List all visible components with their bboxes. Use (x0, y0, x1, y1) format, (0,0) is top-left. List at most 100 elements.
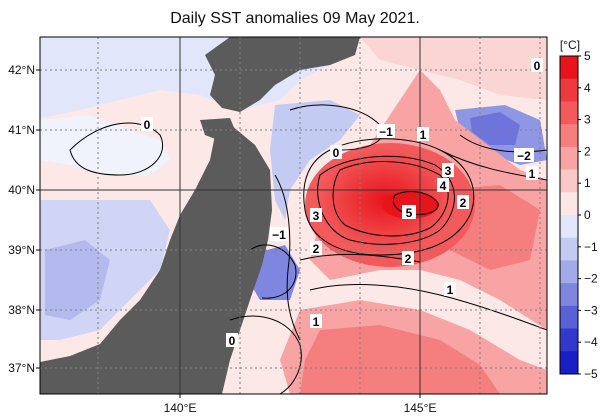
contour-0-west (69, 122, 163, 176)
colorbar-tick-label: −5 (584, 367, 598, 381)
contour-label: −2 (514, 148, 534, 163)
contour-label: 5 (402, 205, 416, 220)
colorbar-tick-label: 1 (584, 176, 591, 190)
colorbar-tick-label: −1 (584, 240, 598, 254)
contour-label: 1 (526, 166, 538, 181)
svg-text:4: 4 (440, 179, 447, 193)
contour-label: 3 (442, 163, 454, 178)
contour-label: 0 (531, 58, 543, 73)
contour-lines (69, 104, 547, 394)
lat-label: 42°N (8, 63, 35, 77)
colorbar-tick-label: −3 (584, 303, 598, 317)
colorbar-swatch (560, 78, 578, 102)
svg-text:3: 3 (313, 209, 320, 223)
axis-ticks (36, 69, 421, 398)
contour-minus2 (459, 134, 547, 153)
colorbar-unit: [°C] (560, 38, 580, 52)
contour-label: −1 (270, 227, 288, 242)
cool-region-northeast (360, 37, 547, 100)
colorbar-swatch (560, 124, 578, 148)
colorbar-swatch (560, 169, 578, 193)
contour-label: 2 (457, 195, 469, 210)
sst-field: 0 0 0 0 −1 1 3 4 −2 1 5 2 3 −1 2 2 1 1 (40, 37, 547, 394)
cool-region-west (40, 115, 170, 175)
svg-text:1: 1 (529, 167, 536, 181)
contour-1-south (309, 284, 547, 331)
colorbar-tick-label: 2 (584, 144, 591, 158)
lon-label: 140°E (164, 401, 197, 415)
colorbar-tick-label: 5 (584, 49, 591, 63)
colorbar-tick-label: 0 (584, 208, 591, 222)
cool-patch-southwest (45, 240, 110, 320)
land-tsugaru (200, 118, 235, 140)
svg-text:−1: −1 (379, 125, 393, 139)
warm-region-south-core (300, 325, 500, 394)
svg-text:−1: −1 (272, 228, 286, 242)
lat-label: 37°N (8, 361, 35, 375)
contour-label: 1 (417, 127, 429, 142)
colorbar-ticks: 5 4 3 2 1 0 −1 −2 −3 −4 −5 (578, 49, 598, 381)
svg-text:5: 5 (406, 206, 413, 220)
cool-region-north-center (270, 100, 360, 220)
longitude-labels: 140°E 145°E (164, 401, 437, 415)
colorbar-swatch (560, 101, 578, 125)
lat-label: 41°N (8, 123, 35, 137)
contour-label: 1 (444, 282, 456, 297)
colorbar-swatch (560, 283, 578, 307)
contour-label: 0 (141, 117, 153, 132)
svg-text:0: 0 (333, 146, 340, 160)
svg-text:1: 1 (447, 283, 454, 297)
contour-5 (393, 191, 439, 215)
contour-label-group: 0 0 0 0 −1 1 3 4 −2 1 5 2 3 −1 2 2 1 1 (141, 58, 543, 348)
contour-4 (332, 161, 449, 237)
contour-label: 4 (437, 178, 449, 193)
contour-coast (274, 174, 301, 341)
colorbar-swatches (560, 56, 578, 375)
colorbar-swatch (560, 305, 578, 330)
svg-text:0: 0 (229, 334, 236, 348)
colorbar: [°C] 5 4 3 2 1 0 −1 −2 −3 −4 −5 (559, 38, 598, 381)
map-frame (39, 36, 548, 395)
colorbar-swatch (560, 260, 578, 284)
svg-text:2: 2 (405, 252, 412, 266)
svg-text:1: 1 (313, 315, 320, 329)
latitude-labels: 42°N 41°N 40°N 39°N 38°N 37°N (8, 63, 35, 375)
contour-label: −1 (377, 124, 395, 139)
lat-label: 38°N (8, 303, 35, 317)
lat-label: 40°N (8, 183, 35, 197)
lon-label: 145°E (404, 401, 437, 415)
svg-text:0: 0 (534, 59, 541, 73)
colorbar-tick-label: −4 (584, 335, 598, 349)
contour-0-north (303, 138, 475, 256)
land-hokkaido (205, 37, 360, 112)
contour-label: 1 (310, 314, 322, 329)
colorbar-swatch (560, 56, 578, 80)
cold-patch-northeast-core (470, 112, 520, 145)
colorbar-swatch (560, 215, 578, 239)
colorbar-swatch (560, 351, 578, 375)
colorbar-tick-label: 3 (584, 113, 591, 127)
svg-text:1: 1 (420, 128, 427, 142)
colorbar-swatch (560, 237, 578, 261)
colorbar-tick-label: −2 (584, 272, 598, 286)
contour-minus1-coast (249, 244, 297, 299)
map-title: Daily SST anomalies 09 May 2021. (170, 10, 420, 27)
svg-text:3: 3 (445, 164, 452, 178)
contour-3 (317, 155, 455, 245)
svg-text:0: 0 (144, 118, 151, 132)
colorbar-swatch (560, 192, 578, 216)
svg-text:2: 2 (313, 242, 320, 256)
contour-label: 2 (310, 241, 322, 256)
svg-text:−2: −2 (517, 149, 531, 163)
contour-0-south (229, 315, 302, 394)
contour-label: 2 (402, 251, 414, 266)
colorbar-tick-label: 4 (584, 81, 591, 95)
land-honshu (40, 120, 272, 394)
contour-label: 3 (310, 208, 322, 223)
colorbar-swatch (560, 146, 578, 171)
graticule-major (40, 37, 547, 394)
lat-label: 39°N (8, 243, 35, 257)
svg-text:2: 2 (460, 196, 467, 210)
contour-label: 0 (226, 333, 238, 348)
